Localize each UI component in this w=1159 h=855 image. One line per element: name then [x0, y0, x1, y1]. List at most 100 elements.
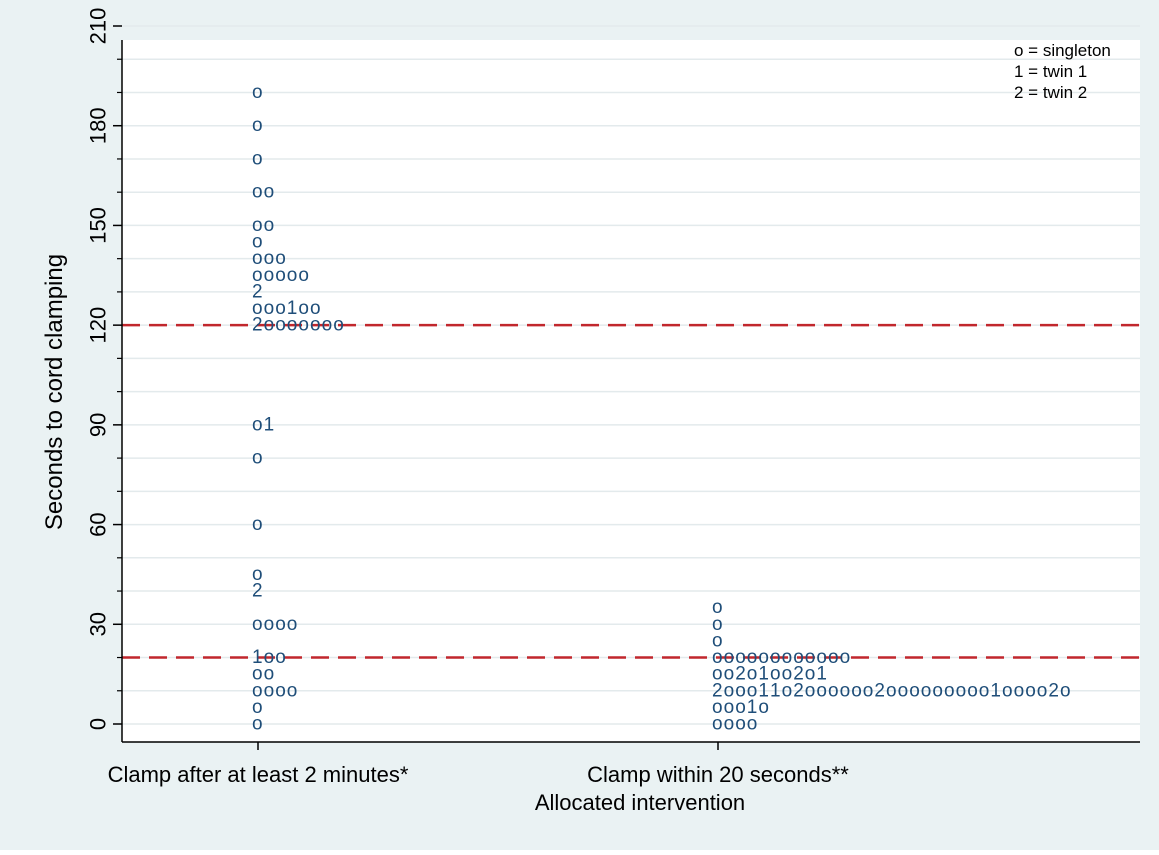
singleton-marker: o — [712, 697, 723, 718]
singleton-marker: o — [944, 680, 955, 701]
singleton-marker: o — [298, 265, 309, 286]
singleton-marker: o — [275, 248, 286, 269]
singleton-marker: o — [1037, 680, 1048, 701]
singleton-marker: o — [275, 680, 286, 701]
singleton-marker: o — [816, 680, 827, 701]
singleton-marker: o — [956, 680, 967, 701]
singleton-marker: o — [863, 680, 874, 701]
singleton-marker: o — [252, 148, 263, 169]
singleton-marker: o — [287, 680, 298, 701]
singleton-marker: o — [1002, 680, 1013, 701]
axes: 0 30 60 90 120 150 180 210 Clamp after at least … — [86, 8, 1140, 787]
singleton-marker: o — [322, 315, 333, 336]
singleton-marker: o — [264, 614, 275, 635]
singleton-marker: o — [264, 664, 275, 685]
singleton-marker: o — [310, 298, 321, 319]
singleton-marker: o — [1025, 680, 1036, 701]
twin1-marker: 1 — [758, 680, 769, 701]
y-tick-label: 150 — [86, 207, 111, 244]
y-tick-label: 90 — [86, 413, 111, 437]
singleton-marker: o — [909, 680, 920, 701]
singleton-marker: o — [298, 315, 309, 336]
twin2-marker: 2 — [1048, 680, 1059, 701]
legend-entry: 1 = twin 1 — [1014, 62, 1087, 81]
singleton-marker: o — [252, 514, 263, 535]
singleton-marker: o — [747, 714, 758, 735]
singleton-marker: o — [770, 647, 781, 668]
singleton-marker: o — [816, 647, 827, 668]
singleton-marker: o — [724, 664, 735, 685]
singleton-marker: o — [298, 298, 309, 319]
singleton-marker: o — [724, 697, 735, 718]
singleton-marker: o — [840, 647, 851, 668]
singleton-marker: o — [967, 680, 978, 701]
y-tick-label: 0 — [86, 718, 111, 730]
singleton-marker: o — [275, 614, 286, 635]
singleton-marker: o — [898, 680, 909, 701]
twin2-marker: 2 — [735, 664, 746, 685]
singleton-marker: o — [252, 248, 263, 269]
singleton-marker: o — [275, 647, 286, 668]
singleton-marker: o — [252, 232, 263, 253]
singleton-marker: o — [770, 664, 781, 685]
singleton-marker: o — [1060, 680, 1071, 701]
twin2-marker: 2 — [874, 680, 885, 701]
singleton-marker: o — [275, 315, 286, 336]
y-tick-label: 30 — [86, 612, 111, 636]
singleton-marker: o — [828, 647, 839, 668]
singleton-marker: o — [921, 680, 932, 701]
x-tick-label: Clamp after at least 2 minutes* — [108, 762, 409, 787]
singleton-marker: o — [264, 647, 275, 668]
singleton-marker: o — [724, 647, 735, 668]
singleton-marker: o — [712, 664, 723, 685]
singleton-marker: o — [252, 215, 263, 236]
legend-entry: 2 = twin 2 — [1014, 83, 1087, 102]
singleton-marker: o — [793, 647, 804, 668]
singleton-marker: o — [252, 697, 263, 718]
singleton-marker: o — [735, 697, 746, 718]
singleton-marker: o — [851, 680, 862, 701]
singleton-marker: o — [724, 680, 735, 701]
twin1-marker: 1 — [747, 697, 758, 718]
singleton-marker: o — [758, 647, 769, 668]
singleton-marker: o — [712, 714, 723, 735]
y-axis-label: Seconds to cord clamping — [41, 254, 68, 530]
twin2-marker: 2 — [793, 680, 804, 701]
singleton-marker: o — [782, 680, 793, 701]
singleton-marker: o — [252, 182, 263, 203]
singleton-marker: o — [252, 414, 263, 435]
singleton-marker: o — [310, 315, 321, 336]
y-tick-label: 60 — [86, 512, 111, 536]
singleton-marker: o — [287, 265, 298, 286]
x-axis-label: Allocated intervention — [535, 790, 745, 815]
singleton-marker: o — [735, 647, 746, 668]
singleton-marker: o — [805, 680, 816, 701]
singleton-marker: o — [252, 298, 263, 319]
singleton-marker: o — [932, 680, 943, 701]
singleton-marker: o — [747, 664, 758, 685]
singleton-marker: o — [712, 647, 723, 668]
reference-lines — [122, 323, 1140, 659]
singleton-marker: o — [275, 298, 286, 319]
singleton-marker: o — [724, 714, 735, 735]
twin2-marker: 2 — [252, 581, 263, 602]
singleton-marker: o — [252, 82, 263, 103]
x-tick-label: Clamp within 20 seconds** — [587, 762, 849, 787]
singleton-marker: o — [840, 680, 851, 701]
y-tick-label: 120 — [86, 307, 111, 344]
singleton-marker: o — [252, 564, 263, 585]
singleton-marker: o — [712, 597, 723, 618]
singleton-marker: o — [828, 680, 839, 701]
singleton-marker: o — [1014, 680, 1025, 701]
twin1-marker: 1 — [990, 680, 1001, 701]
singleton-marker: o — [275, 265, 286, 286]
singleton-marker: o — [758, 697, 769, 718]
y-tick-label: 180 — [86, 107, 111, 144]
singleton-marker: o — [264, 182, 275, 203]
twin1-marker: 1 — [287, 298, 298, 319]
singleton-marker: o — [979, 680, 990, 701]
singleton-marker: o — [735, 714, 746, 735]
